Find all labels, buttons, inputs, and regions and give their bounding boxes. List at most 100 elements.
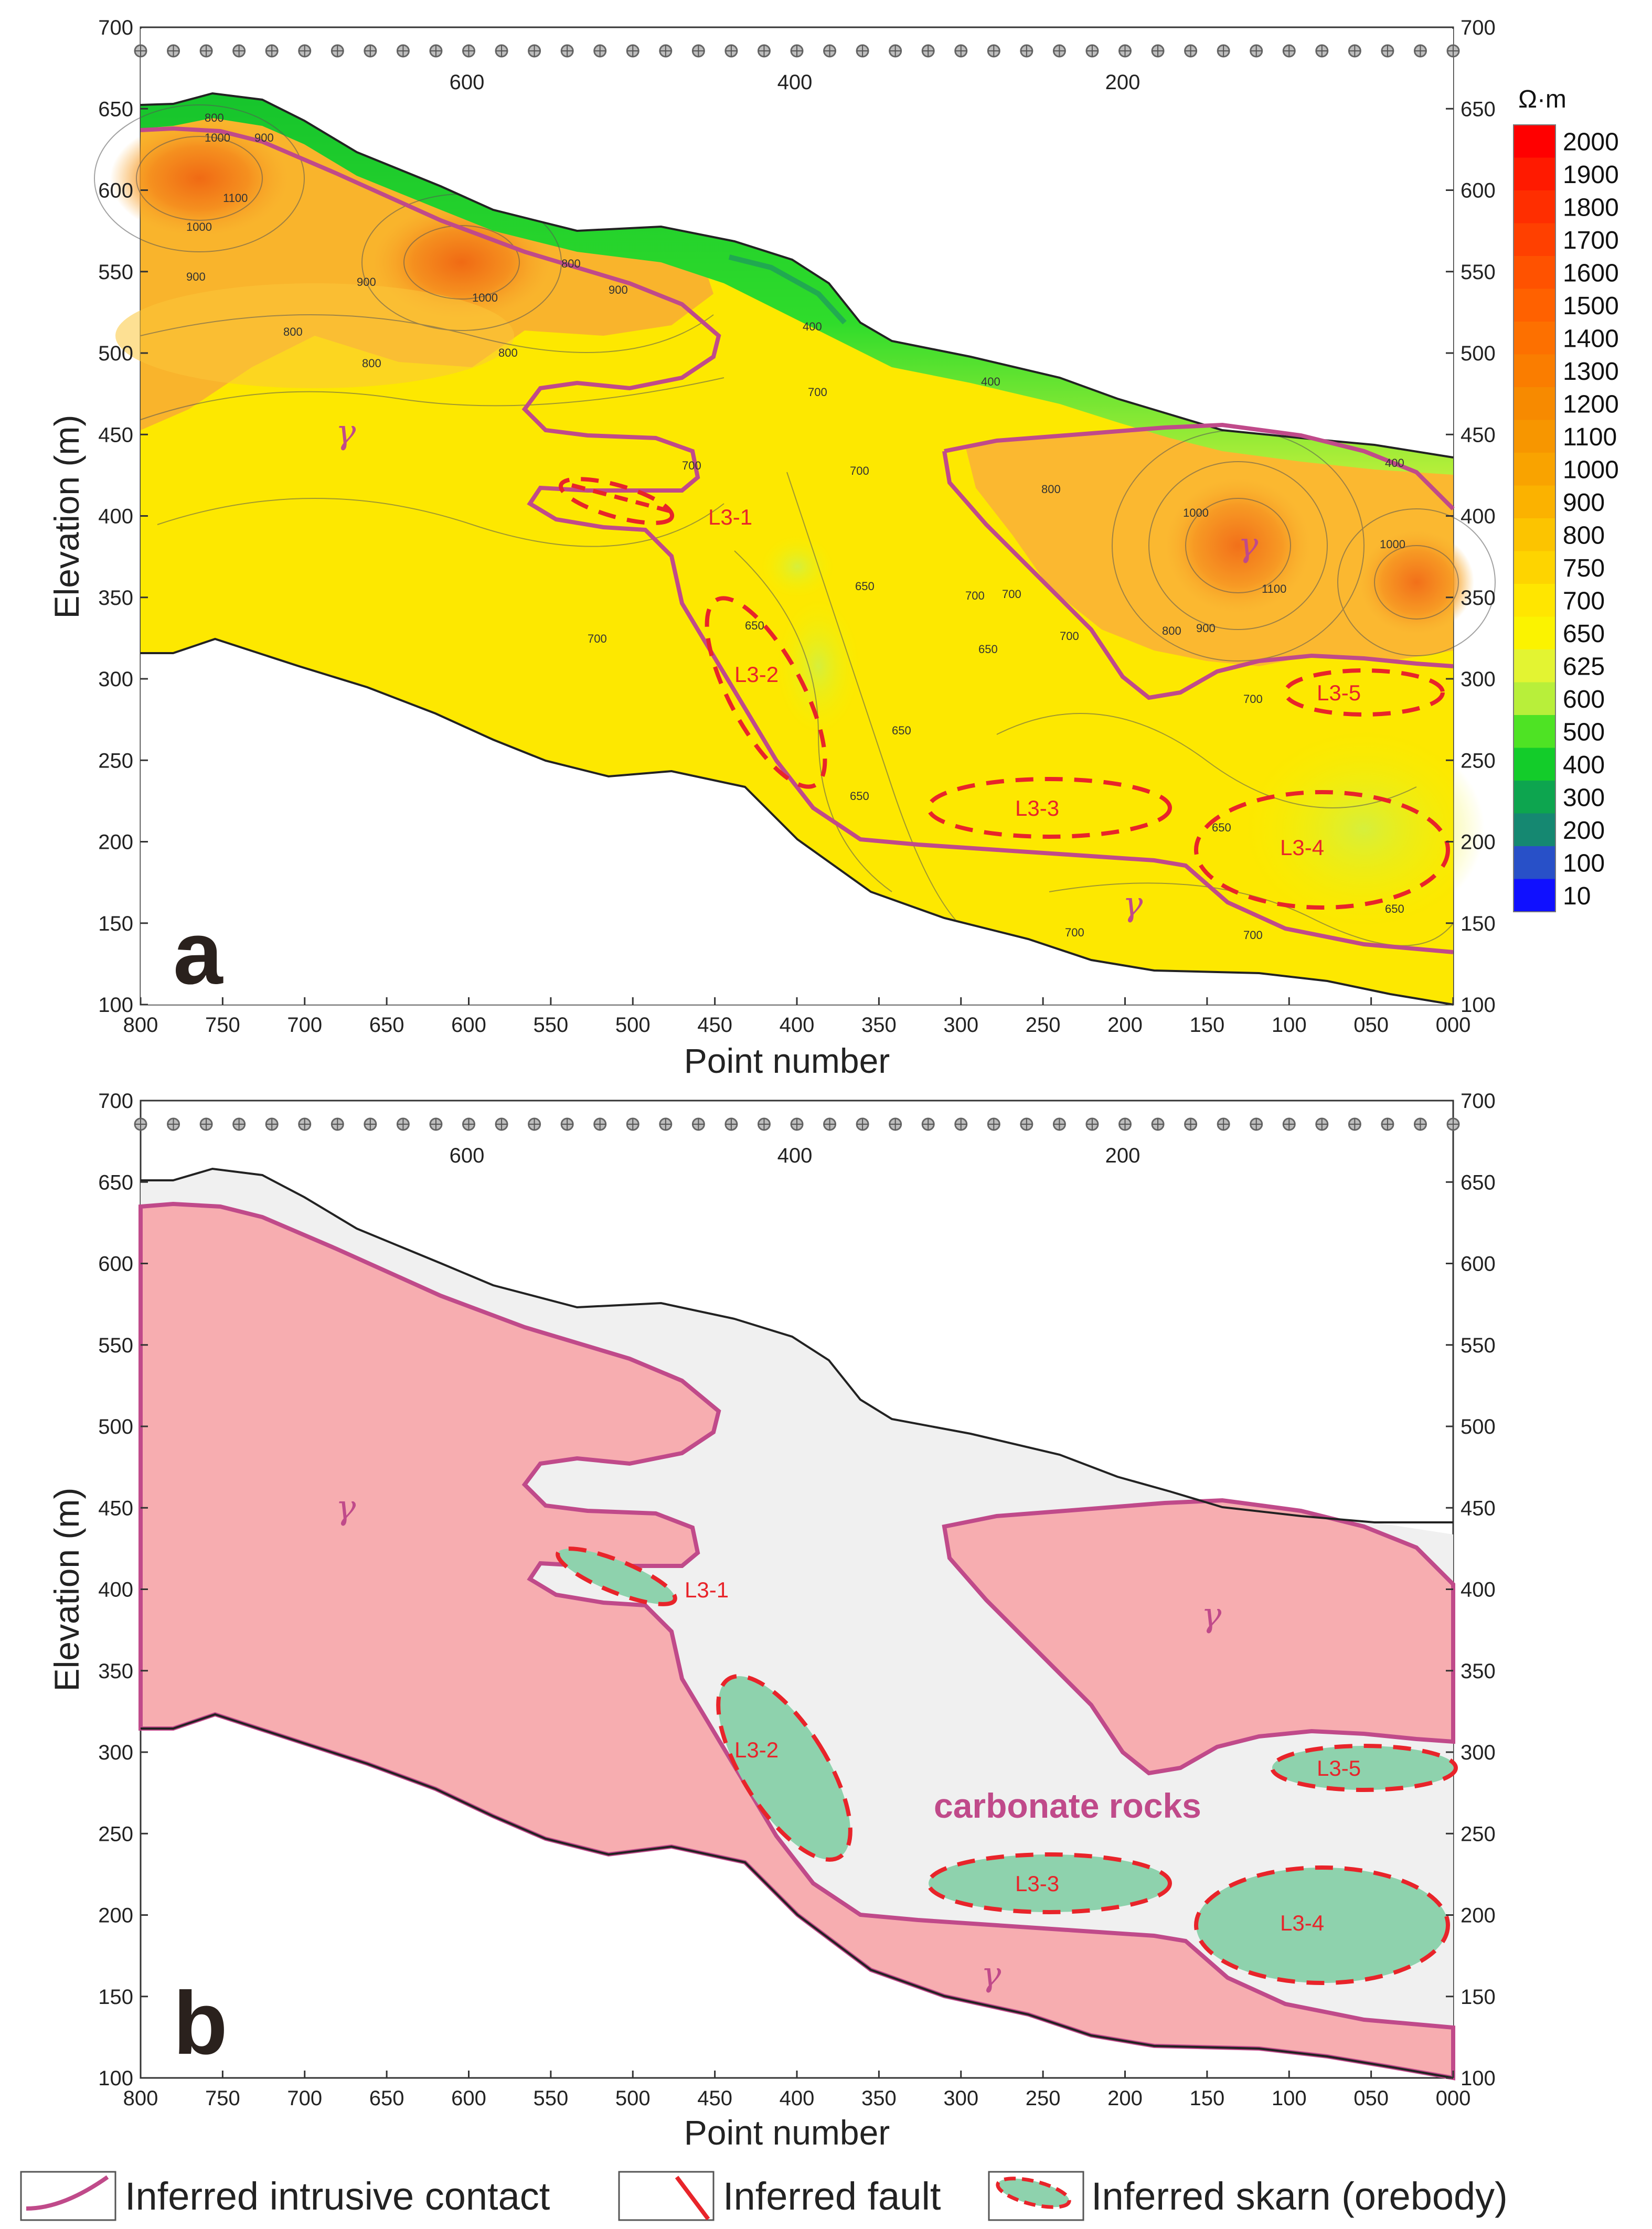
- fault-line-icon: [675, 2175, 710, 2221]
- contour-label: 650: [892, 724, 911, 737]
- y-tick-label: 250: [1461, 749, 1496, 772]
- x-tick-label: 000: [1436, 2087, 1471, 2110]
- colorbar-swatch: [1514, 322, 1555, 355]
- station-marker-cross: [1119, 45, 1131, 57]
- y-tick-label: 200: [98, 1904, 133, 1927]
- x-tick-label: 100: [1272, 2087, 1307, 2110]
- y-tick-label: 350: [1461, 586, 1496, 610]
- legend-fault-swatch: [618, 2171, 715, 2221]
- station-marker-cross: [1218, 45, 1230, 57]
- x-tick-label: 350: [861, 2087, 897, 2110]
- granite-intrusion-right: [942, 1498, 1455, 1776]
- contour-label: 700: [1002, 588, 1021, 601]
- contour-label: 800: [362, 357, 381, 370]
- station-marker-cross: [725, 45, 737, 57]
- contour-label: 700: [1243, 929, 1263, 942]
- y-tick-label: 100: [1461, 994, 1496, 1017]
- contour-label: 1000: [205, 131, 230, 144]
- station-marker-cross: [496, 45, 508, 57]
- x-tick-label: 500: [615, 2087, 651, 2110]
- station-marker-cross: [430, 45, 442, 57]
- station-marker-cross: [1381, 1118, 1393, 1130]
- colorbar-swatch: [1514, 748, 1555, 781]
- station-marker-cross: [1349, 1118, 1361, 1130]
- colorbar-label: 1900: [1563, 161, 1619, 189]
- orebody-label-L3-1-a: L3-1: [708, 505, 752, 529]
- x-tick-label: 800: [123, 2087, 158, 2110]
- x-axis-label-a: Point number: [684, 1041, 890, 1080]
- station-marker-cross: [233, 1118, 245, 1130]
- no-data-mask: [141, 639, 1453, 1005]
- station-marker-cross: [528, 45, 540, 57]
- orebody-label-L3-3-b: L3-3: [1015, 1871, 1059, 1896]
- contour-label: 700: [808, 386, 827, 399]
- station-marker-cross: [594, 45, 606, 57]
- contour-label: 700: [1060, 630, 1079, 643]
- colorbar-label: 2000: [1563, 128, 1619, 156]
- x-tick-label: 050: [1353, 1014, 1389, 1037]
- y-tick-label: 600: [98, 179, 133, 202]
- low-resistivity-zone-1: [776, 598, 860, 734]
- station-marker-cross: [659, 45, 672, 57]
- y-tick-label: 300: [98, 668, 133, 691]
- high-resistivity-core-1: [110, 121, 289, 236]
- resistivity-transition: [115, 283, 514, 388]
- station-marker-cross: [1316, 45, 1328, 57]
- y-tick-label: 600: [98, 1253, 133, 1276]
- x-tick-label: 650: [369, 2087, 404, 2110]
- y-tick-label: 250: [98, 1822, 133, 1846]
- y-tick-label: 450: [1461, 423, 1496, 446]
- contour-label: 900: [1196, 622, 1216, 635]
- station-marker-cross: [758, 1118, 770, 1130]
- station-markers-a: [134, 44, 1460, 58]
- station-marker-cross: [692, 45, 705, 57]
- station-marker-cross: [988, 45, 1000, 57]
- colorbar-label: 300: [1563, 784, 1605, 812]
- topography-line-b: [141, 1167, 1453, 1523]
- low-resistivity-zone-3: [761, 535, 834, 598]
- y-tick-label: 700: [1461, 16, 1496, 39]
- bottom-boundary: [141, 637, 1454, 1006]
- station-markers-b: [134, 1117, 1460, 1131]
- x-tick-label: 400: [780, 2087, 815, 2110]
- colorbar-swatch: [1514, 354, 1555, 388]
- colorbar-swatch: [1514, 649, 1555, 683]
- station-marker-cross: [1349, 45, 1361, 57]
- station-marker-cross: [758, 45, 770, 57]
- station-marker-cross: [1053, 1118, 1065, 1130]
- x-tick-label: 400: [780, 1014, 815, 1037]
- sky-mask: [141, 29, 1453, 457]
- panel-label-b: b: [173, 1974, 228, 2073]
- colorbar-unit: Ω·m: [1518, 86, 1566, 113]
- colorbar-label: 750: [1563, 554, 1605, 582]
- station-marker-cross: [364, 1118, 376, 1130]
- station-marker-cross: [1020, 45, 1032, 57]
- y-tick-label: 450: [98, 423, 133, 446]
- colorbar-swatch: [1514, 223, 1555, 257]
- contour-label: 1000: [186, 220, 212, 233]
- contour-label: 650: [745, 619, 764, 632]
- colorbar-swatch: [1514, 584, 1555, 617]
- station-label-600-b: 600: [450, 1144, 485, 1167]
- gamma-label-a-3: γ: [1123, 885, 1143, 924]
- y-tick-label: 650: [1461, 1171, 1496, 1194]
- orebody-label-L3-4-a: L3-4: [1280, 835, 1324, 860]
- colorbar-swatch: [1514, 813, 1555, 847]
- colorbar-label: 1000: [1563, 456, 1619, 484]
- y-tick-label: 400: [98, 505, 133, 528]
- station-marker-cross: [1152, 45, 1164, 57]
- contour-label: 800: [1162, 624, 1181, 637]
- y-tick-label: 300: [1461, 1741, 1496, 1764]
- colorbar-swatch: [1514, 157, 1555, 191]
- orebody-label-L3-3-a: L3-3: [1015, 796, 1059, 820]
- station-marker-cross: [889, 1118, 901, 1130]
- colorbar-label: 1400: [1563, 325, 1619, 353]
- station-label-200-a: 200: [1105, 71, 1141, 94]
- station-marker-cross: [1447, 1118, 1459, 1130]
- legend-fault-label: Inferred fault: [723, 2174, 941, 2218]
- station-marker-cross: [594, 1118, 606, 1130]
- x-tick-label: 100: [1272, 1014, 1307, 1037]
- conductive-dark-streak: [728, 254, 847, 325]
- contour-label: 1000: [472, 291, 498, 304]
- station-marker-cross: [1020, 1118, 1032, 1130]
